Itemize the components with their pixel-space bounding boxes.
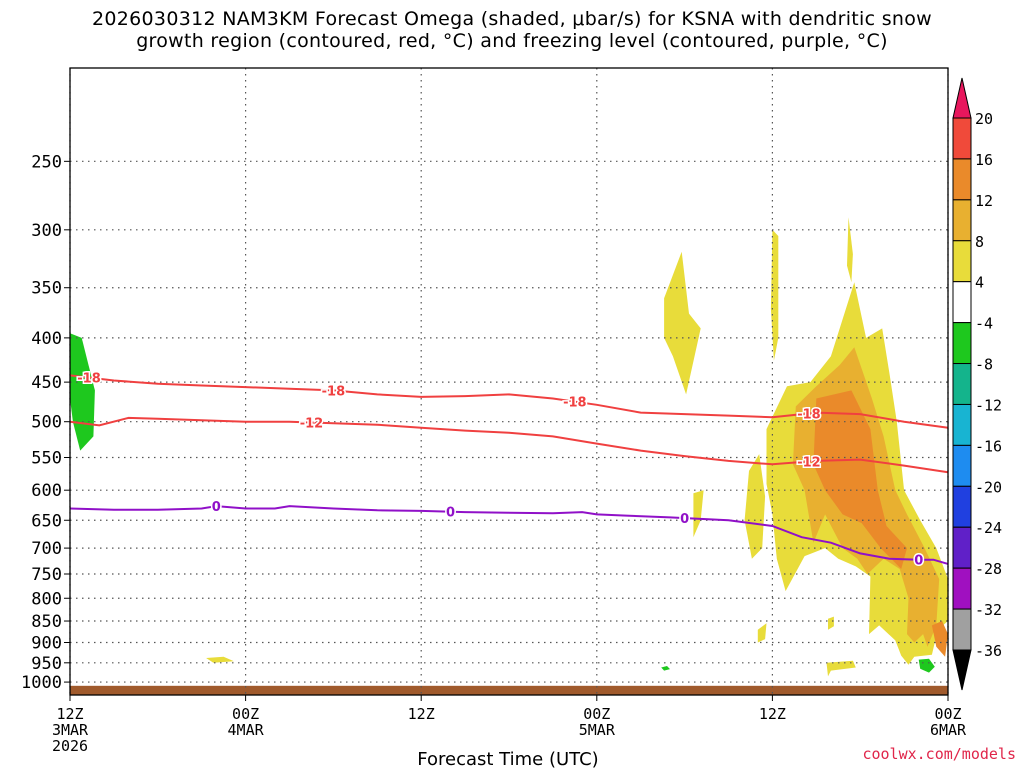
colorbar: 20 16 12 8 4 -4 -8 -12 -16 -20 -24 -28 -32 -36 <box>952 77 1002 691</box>
contour-label-2-3: 0 <box>914 554 923 569</box>
colorbar-label-1: 16 <box>975 151 993 169</box>
y-tick-label-850: 850 <box>31 612 62 632</box>
colorbar-box-6 <box>952 363 972 405</box>
omega-region-8 <box>744 454 766 559</box>
y-tick-label-900: 900 <box>31 634 62 654</box>
x-tick-label-0-0: 12Z <box>56 705 83 723</box>
colorbar-bottom-arrow <box>952 649 972 691</box>
contour-label-0-0: -18 <box>77 372 101 387</box>
colorbar-box-11 <box>952 567 972 610</box>
x-tick-label-12-1: 4MAR <box>228 721 265 739</box>
y-tick-label-250: 250 <box>31 152 62 172</box>
omega-region-2 <box>918 658 935 673</box>
colorbar-label-7: -12 <box>975 396 1002 414</box>
omega-region-3 <box>206 656 234 663</box>
x-axis-label: Forecast Time (UTC) <box>417 749 598 768</box>
contour-line-0 <box>69 374 949 429</box>
x-tick-label-0-2: 2026 <box>52 737 88 755</box>
colorbar-box-10 <box>952 526 972 569</box>
omega-region-12 <box>826 660 856 677</box>
colorbar-label-9: -20 <box>975 478 1002 496</box>
y-tick-label-500: 500 <box>31 413 62 433</box>
x-tick-label-24-0: 12Z <box>408 705 435 723</box>
y-tick-label-650: 650 <box>31 511 62 531</box>
chart-title-line-1: 2026030312 NAM3KM Forecast Omega (shaded… <box>91 8 933 30</box>
colorbar-label-4: 4 <box>975 274 984 292</box>
colorbar-box-8 <box>952 444 972 487</box>
omega-region-11 <box>828 616 834 630</box>
plot-frame <box>69 67 949 696</box>
contour-label-0-3: -18 <box>797 407 821 422</box>
y-tick-label-950: 950 <box>31 654 62 674</box>
y-axis-ticks: 2503003504004505005506006507007508008509… <box>21 152 70 693</box>
contour-line-2 <box>69 505 949 565</box>
contour-label-1-0: -12 <box>300 416 324 431</box>
colorbar-box-1 <box>952 158 972 201</box>
surface-band <box>70 685 948 695</box>
colorbar-box-4 <box>952 281 972 324</box>
y-tick-label-300: 300 <box>31 221 62 241</box>
colorbar-top-arrow <box>952 77 972 119</box>
y-tick-label-700: 700 <box>31 539 62 559</box>
y-tick-label-550: 550 <box>31 449 62 469</box>
contour-label-1-1: -12 <box>797 455 821 470</box>
omega-region-7 <box>847 217 853 283</box>
colorbar-box-5 <box>952 322 972 365</box>
isotherm-contours: -18 -18 -18 -18 -12 -12 0 0 0 0 <box>69 370 949 570</box>
omega-region-6 <box>770 229 779 361</box>
colorbar-box-3 <box>952 240 972 283</box>
colorbar-box-2 <box>952 199 972 242</box>
omega-region-0 <box>70 333 95 451</box>
omega-region-1 <box>661 666 670 671</box>
colorbar-box-9 <box>952 485 972 528</box>
colorbar-label-10: -24 <box>975 519 1002 537</box>
y-tick-label-750: 750 <box>31 565 62 585</box>
contour-label-0-2: -18 <box>563 396 587 411</box>
colorbar-label-13: -36 <box>975 642 1002 660</box>
y-tick-label-1000: 1000 <box>21 673 62 693</box>
contour-label-2-0: 0 <box>212 500 221 515</box>
x-tick-label-12-0: 00Z <box>232 705 259 723</box>
colorbar-label-3: 8 <box>975 233 984 251</box>
colorbar-label-12: -32 <box>975 601 1002 619</box>
omega-shading <box>70 217 948 695</box>
omega-region-10 <box>757 623 767 643</box>
colorbar-box-0 <box>952 117 972 160</box>
y-tick-label-450: 450 <box>31 373 62 393</box>
omega-region-4 <box>664 251 701 395</box>
contour-label-0-1: -18 <box>322 384 346 399</box>
y-tick-label-800: 800 <box>31 589 62 609</box>
colorbar-label-5: -4 <box>975 315 993 333</box>
y-tick-label-600: 600 <box>31 481 62 501</box>
colorbar-label-6: -8 <box>975 356 993 374</box>
x-tick-label-36-1: 5MAR <box>579 721 616 739</box>
contour-label-2-1: 0 <box>446 506 455 521</box>
y-tick-label-400: 400 <box>31 329 62 349</box>
x-tick-label-48-0: 12Z <box>759 705 786 723</box>
colorbar-label-11: -28 <box>975 560 1002 578</box>
y-tick-label-350: 350 <box>31 279 62 299</box>
x-tick-label-36-0: 00Z <box>583 705 610 723</box>
contour-line-1 <box>69 416 949 474</box>
colorbar-label-2: 12 <box>975 192 993 210</box>
colorbar-box-7 <box>952 403 972 446</box>
site-credit: coolwx.com/models <box>862 745 1016 763</box>
x-tick-label-60-1: 6MAR <box>930 721 967 739</box>
contour-label-2-2: 0 <box>680 512 689 527</box>
colorbar-label-8: -16 <box>975 437 1002 455</box>
colorbar-label-0: 20 <box>975 110 993 128</box>
colorbar-box-12 <box>952 608 972 651</box>
omega-region-15 <box>931 621 948 657</box>
x-tick-label-0-1: 3MAR <box>52 721 89 739</box>
omega-region-5 <box>693 490 704 538</box>
chart-title-line-2: growth region (contoured, red, °C) and f… <box>136 30 888 52</box>
x-tick-label-60-0: 00Z <box>934 705 961 723</box>
omega-region-14 <box>813 390 907 569</box>
